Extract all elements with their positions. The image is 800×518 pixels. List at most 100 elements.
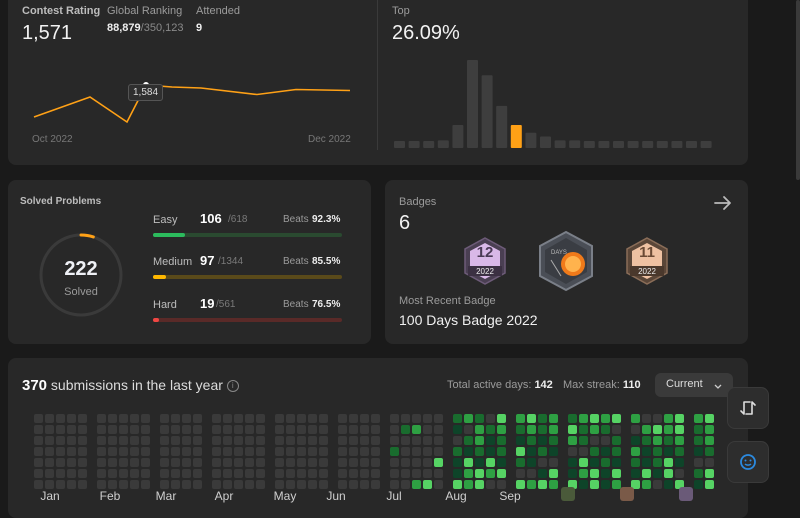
heatmap-cell[interactable]	[297, 425, 306, 434]
histogram-bar[interactable]	[642, 141, 654, 148]
heatmap-cell[interactable]	[182, 480, 191, 489]
heatmap-cell[interactable]	[275, 436, 284, 445]
heatmap-cell[interactable]	[401, 458, 410, 467]
heatmap-cell[interactable]	[516, 458, 525, 467]
rating-line-chart[interactable]	[20, 55, 360, 135]
heatmap-cell[interactable]	[338, 469, 347, 478]
heatmap-cell[interactable]	[464, 414, 473, 423]
heatmap-cell[interactable]	[319, 480, 328, 489]
heatmap-cell[interactable]	[371, 458, 380, 467]
heatmap-cell[interactable]	[67, 436, 76, 445]
heatmap-cell[interactable]	[297, 447, 306, 456]
heatmap-cell[interactable]	[119, 425, 128, 434]
heatmap-cell[interactable]	[497, 425, 506, 434]
histogram-bar[interactable]	[481, 75, 493, 148]
heatmap-cell[interactable]	[579, 425, 588, 434]
badge-100-days[interactable]: DAYS	[537, 230, 595, 297]
heatmap-cell[interactable]	[434, 436, 443, 445]
heatmap-cell[interactable]	[423, 414, 432, 423]
heatmap-cell[interactable]	[338, 414, 347, 423]
heatmap-cell[interactable]	[67, 458, 76, 467]
heatmap-cell[interactable]	[401, 469, 410, 478]
heatmap-cell[interactable]	[453, 469, 462, 478]
heatmap-cell[interactable]	[579, 469, 588, 478]
heatmap-cell[interactable]	[275, 480, 284, 489]
heatmap-cell[interactable]	[193, 414, 202, 423]
heatmap-cell[interactable]	[664, 469, 673, 478]
heatmap-cell[interactable]	[212, 436, 221, 445]
heatmap-cell[interactable]	[338, 425, 347, 434]
heatmap-cell[interactable]	[527, 480, 536, 489]
heatmap-cell[interactable]	[464, 458, 473, 467]
heatmap-cell[interactable]	[631, 458, 640, 467]
heatmap-cell[interactable]	[601, 458, 610, 467]
heatmap-cell[interactable]	[141, 458, 150, 467]
switch-button[interactable]	[727, 387, 769, 429]
heatmap-cell[interactable]	[223, 458, 232, 467]
heatmap-cell[interactable]	[130, 480, 139, 489]
histogram-bar[interactable]	[437, 140, 449, 148]
heatmap-cell[interactable]	[360, 414, 369, 423]
heatmap-cell[interactable]	[56, 414, 65, 423]
heatmap-cell[interactable]	[78, 458, 87, 467]
heatmap-cell[interactable]	[434, 469, 443, 478]
heatmap-cell[interactable]	[245, 414, 254, 423]
heatmap-cell[interactable]	[308, 425, 317, 434]
heatmap-cell[interactable]	[642, 447, 651, 456]
heatmap-cell[interactable]	[694, 436, 703, 445]
heatmap-cell[interactable]	[434, 458, 443, 467]
heatmap-cell[interactable]	[612, 414, 621, 423]
heatmap-cell[interactable]	[664, 458, 673, 467]
heatmap-cell[interactable]	[538, 480, 547, 489]
heatmap-cell[interactable]	[538, 458, 547, 467]
heatmap-cell[interactable]	[212, 469, 221, 478]
heatmap-cell[interactable]	[486, 469, 495, 478]
heatmap-cell[interactable]	[97, 425, 106, 434]
heatmap-cell[interactable]	[34, 469, 43, 478]
heatmap-cell[interactable]	[297, 469, 306, 478]
heatmap-cell[interactable]	[612, 425, 621, 434]
heatmap-cell[interactable]	[568, 447, 577, 456]
heatmap-cell[interactable]	[642, 425, 651, 434]
heatmap-cell[interactable]	[401, 414, 410, 423]
heatmap-cell[interactable]	[568, 436, 577, 445]
heatmap-cell[interactable]	[412, 458, 421, 467]
arrow-right-icon[interactable]	[712, 192, 734, 219]
heatmap-cell[interactable]	[182, 447, 191, 456]
heatmap-cell[interactable]	[486, 480, 495, 489]
heatmap-cell[interactable]	[297, 414, 306, 423]
heatmap-cell[interactable]	[390, 414, 399, 423]
info-icon[interactable]: i	[226, 380, 239, 393]
heatmap-cell[interactable]	[338, 480, 347, 489]
heatmap-cell[interactable]	[182, 414, 191, 423]
heatmap-cell[interactable]	[631, 469, 640, 478]
heatmap-cell[interactable]	[256, 458, 265, 467]
heatmap-cell[interactable]	[453, 480, 462, 489]
heatmap-cell[interactable]	[286, 414, 295, 423]
heatmap-cell[interactable]	[45, 447, 54, 456]
heatmap-cell[interactable]	[371, 469, 380, 478]
heatmap-cell[interactable]	[45, 469, 54, 478]
heatmap-cell[interactable]	[653, 469, 662, 478]
heatmap-cell[interactable]	[223, 447, 232, 456]
heatmap-cell[interactable]	[694, 469, 703, 478]
heatmap-cell[interactable]	[349, 458, 358, 467]
heatmap-cell[interactable]	[308, 469, 317, 478]
heatmap-cell[interactable]	[275, 458, 284, 467]
heatmap-cell[interactable]	[119, 447, 128, 456]
heatmap-cell[interactable]	[694, 447, 703, 456]
heatmap-cell[interactable]	[549, 469, 558, 478]
year-select[interactable]: Current	[655, 373, 733, 397]
heatmap-cell[interactable]	[141, 480, 150, 489]
heatmap-cell[interactable]	[34, 436, 43, 445]
heatmap-cell[interactable]	[423, 469, 432, 478]
heatmap-cell[interactable]	[171, 480, 180, 489]
heatmap-cell[interactable]	[141, 469, 150, 478]
heatmap-cell[interactable]	[516, 469, 525, 478]
heatmap-cell[interactable]	[360, 458, 369, 467]
heatmap-cell[interactable]	[245, 425, 254, 434]
heatmap-cell[interactable]	[401, 436, 410, 445]
heatmap-cell[interactable]	[497, 447, 506, 456]
heatmap-cell[interactable]	[642, 436, 651, 445]
heatmap-cell[interactable]	[67, 447, 76, 456]
